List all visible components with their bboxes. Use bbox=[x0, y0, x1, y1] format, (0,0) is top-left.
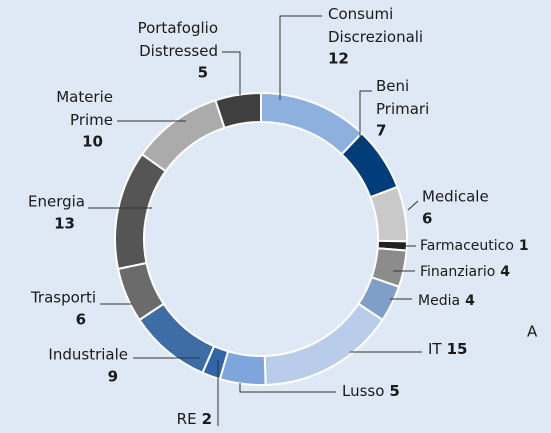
leader-line bbox=[407, 200, 419, 211]
value-label: 1 bbox=[519, 238, 529, 254]
value-label: 12 bbox=[328, 50, 349, 68]
category-label: Medicale bbox=[422, 188, 489, 206]
leader-line bbox=[279, 15, 322, 100]
value-label: 4 bbox=[465, 293, 475, 309]
annotation: A bbox=[527, 323, 538, 341]
category-label: Industriale bbox=[48, 346, 128, 364]
data-label: Finanziario 4 bbox=[420, 264, 510, 280]
data-label: IT 15 bbox=[428, 340, 467, 358]
category-label: Media bbox=[418, 293, 460, 309]
category-label: Energia bbox=[28, 193, 85, 211]
value-label: 7 bbox=[376, 122, 386, 140]
leader-line bbox=[359, 90, 372, 150]
label-line: Primari bbox=[376, 100, 429, 118]
category-label: Trasporti bbox=[30, 289, 96, 307]
category-label: Lusso bbox=[342, 382, 384, 400]
category-label: Consumi Discrezionali bbox=[328, 5, 423, 46]
category-label: Finanziario bbox=[420, 264, 495, 280]
data-label: Media 4 bbox=[418, 293, 475, 309]
category-label: Portafoglio Distressed bbox=[138, 19, 218, 60]
label-line: Materie bbox=[56, 88, 113, 106]
value-label: 13 bbox=[54, 215, 75, 233]
category-label: Beni Primari bbox=[376, 77, 429, 118]
data-label: Farmaceutico 1 bbox=[420, 238, 529, 254]
value-label: 2 bbox=[202, 410, 212, 428]
donut-segment bbox=[214, 91, 262, 130]
value-label: 10 bbox=[82, 133, 103, 151]
label-line: Portafoglio bbox=[138, 19, 218, 37]
leader-line bbox=[239, 383, 336, 393]
value-label: 15 bbox=[447, 340, 468, 358]
data-label: Lusso 5 bbox=[342, 382, 400, 400]
value-label: 6 bbox=[422, 210, 432, 228]
category-label: Materie Prime bbox=[56, 88, 113, 129]
category-label: Farmaceutico bbox=[420, 238, 514, 254]
label-line: Beni bbox=[376, 77, 409, 95]
data-label: RE 2 bbox=[177, 410, 212, 428]
value-label: 4 bbox=[500, 264, 510, 280]
category-label: IT bbox=[428, 340, 442, 358]
value-label: 5 bbox=[198, 64, 208, 82]
label-line: Prime bbox=[70, 111, 113, 129]
value-label: 9 bbox=[108, 368, 118, 386]
label-line: Consumi bbox=[328, 5, 393, 23]
value-label: 6 bbox=[76, 311, 86, 329]
label-line: Distressed bbox=[139, 42, 218, 60]
value-label: 5 bbox=[389, 382, 399, 400]
label-line: Discrezionali bbox=[328, 28, 423, 46]
leader-line bbox=[222, 51, 241, 95]
category-label: RE bbox=[177, 410, 197, 428]
